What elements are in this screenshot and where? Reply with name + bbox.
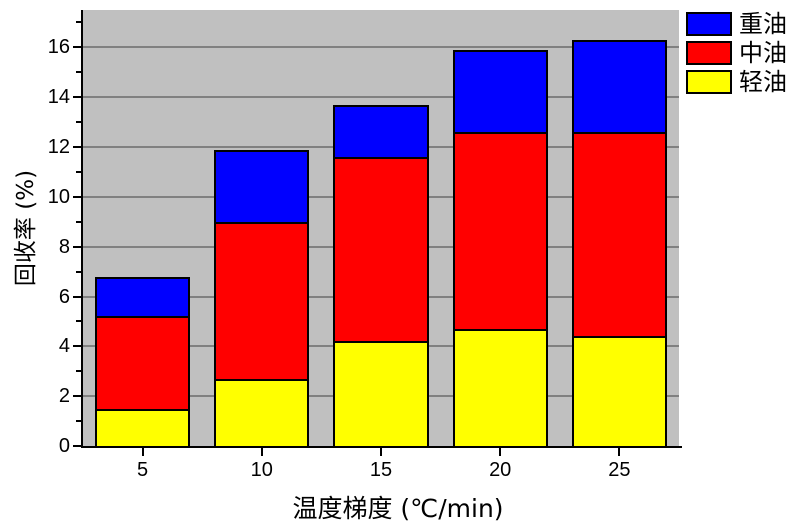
x-tick-label: 25 xyxy=(608,459,631,481)
legend-item: 轻油 xyxy=(686,70,787,94)
legend-label: 轻油 xyxy=(739,68,787,96)
y-major-tick xyxy=(73,195,81,198)
x-major-tick xyxy=(141,448,144,456)
y-major-tick xyxy=(73,345,81,348)
y-tick-label: 12 xyxy=(47,136,70,159)
bar-segment-中油 xyxy=(94,316,191,411)
bar-segment-重油 xyxy=(333,104,429,159)
legend-item: 中油 xyxy=(686,41,787,65)
y-axis-title: 回收率 (%) xyxy=(13,169,39,287)
y-major-tick xyxy=(73,445,81,447)
y-tick-label: 6 xyxy=(58,285,70,308)
x-tick-label: 15 xyxy=(369,459,393,481)
bar-segment-重油 xyxy=(214,149,310,224)
y-tick-label: 2 xyxy=(58,385,70,408)
y-minor-tick xyxy=(76,220,81,223)
bar-segment-重油 xyxy=(94,276,191,319)
y-minor-tick xyxy=(76,71,81,74)
y-minor-tick xyxy=(76,370,81,373)
x-tick-label: 10 xyxy=(250,459,273,481)
plot-area xyxy=(83,10,679,448)
y-major-tick xyxy=(73,46,81,49)
bar-segment-轻油 xyxy=(452,328,548,448)
bar-segment-中油 xyxy=(333,156,429,344)
y-major-tick xyxy=(73,295,81,298)
y-major-tick xyxy=(73,146,81,149)
x-major-tick xyxy=(260,448,263,456)
bar-segment-中油 xyxy=(452,132,548,331)
bar-segment-重油 xyxy=(571,39,668,135)
legend-swatch xyxy=(686,12,732,36)
bar-segment-轻油 xyxy=(571,336,668,448)
legend-label: 重油 xyxy=(739,10,787,38)
bar-segment-中油 xyxy=(571,132,668,339)
y-minor-tick xyxy=(76,170,81,173)
gridline xyxy=(83,46,679,49)
x-major-tick xyxy=(618,448,621,456)
y-minor-tick xyxy=(76,270,81,273)
x-major-tick xyxy=(499,448,502,456)
bar-segment-轻油 xyxy=(214,378,310,448)
y-major-tick xyxy=(73,395,81,398)
y-minor-tick xyxy=(76,121,81,124)
legend: 重油 中油 轻油 xyxy=(686,12,787,94)
legend-item: 重油 xyxy=(686,12,787,36)
legend-swatch xyxy=(686,41,732,65)
y-minor-tick xyxy=(76,21,81,24)
bar-segment-中油 xyxy=(214,221,310,381)
y-major-tick xyxy=(73,96,81,99)
y-tick-label: 16 xyxy=(47,36,70,59)
x-axis-title: 温度梯度 (℃/min) xyxy=(292,494,504,523)
bar-segment-轻油 xyxy=(333,341,429,448)
x-major-tick xyxy=(380,448,382,456)
x-tick-label: 20 xyxy=(489,459,512,481)
y-major-tick xyxy=(73,245,81,248)
legend-swatch xyxy=(686,70,732,94)
gridline xyxy=(83,96,679,99)
y-tick-label: 4 xyxy=(58,335,70,358)
y-tick-label: 14 xyxy=(47,86,70,109)
bar-segment-轻油 xyxy=(94,408,191,448)
legend-label: 中油 xyxy=(739,39,787,67)
bar-segment-重油 xyxy=(452,49,548,135)
y-minor-tick xyxy=(76,320,81,323)
x-tick-label: 5 xyxy=(137,459,149,481)
y-tick-label: 0 xyxy=(58,435,70,457)
y-minor-tick xyxy=(76,420,81,423)
